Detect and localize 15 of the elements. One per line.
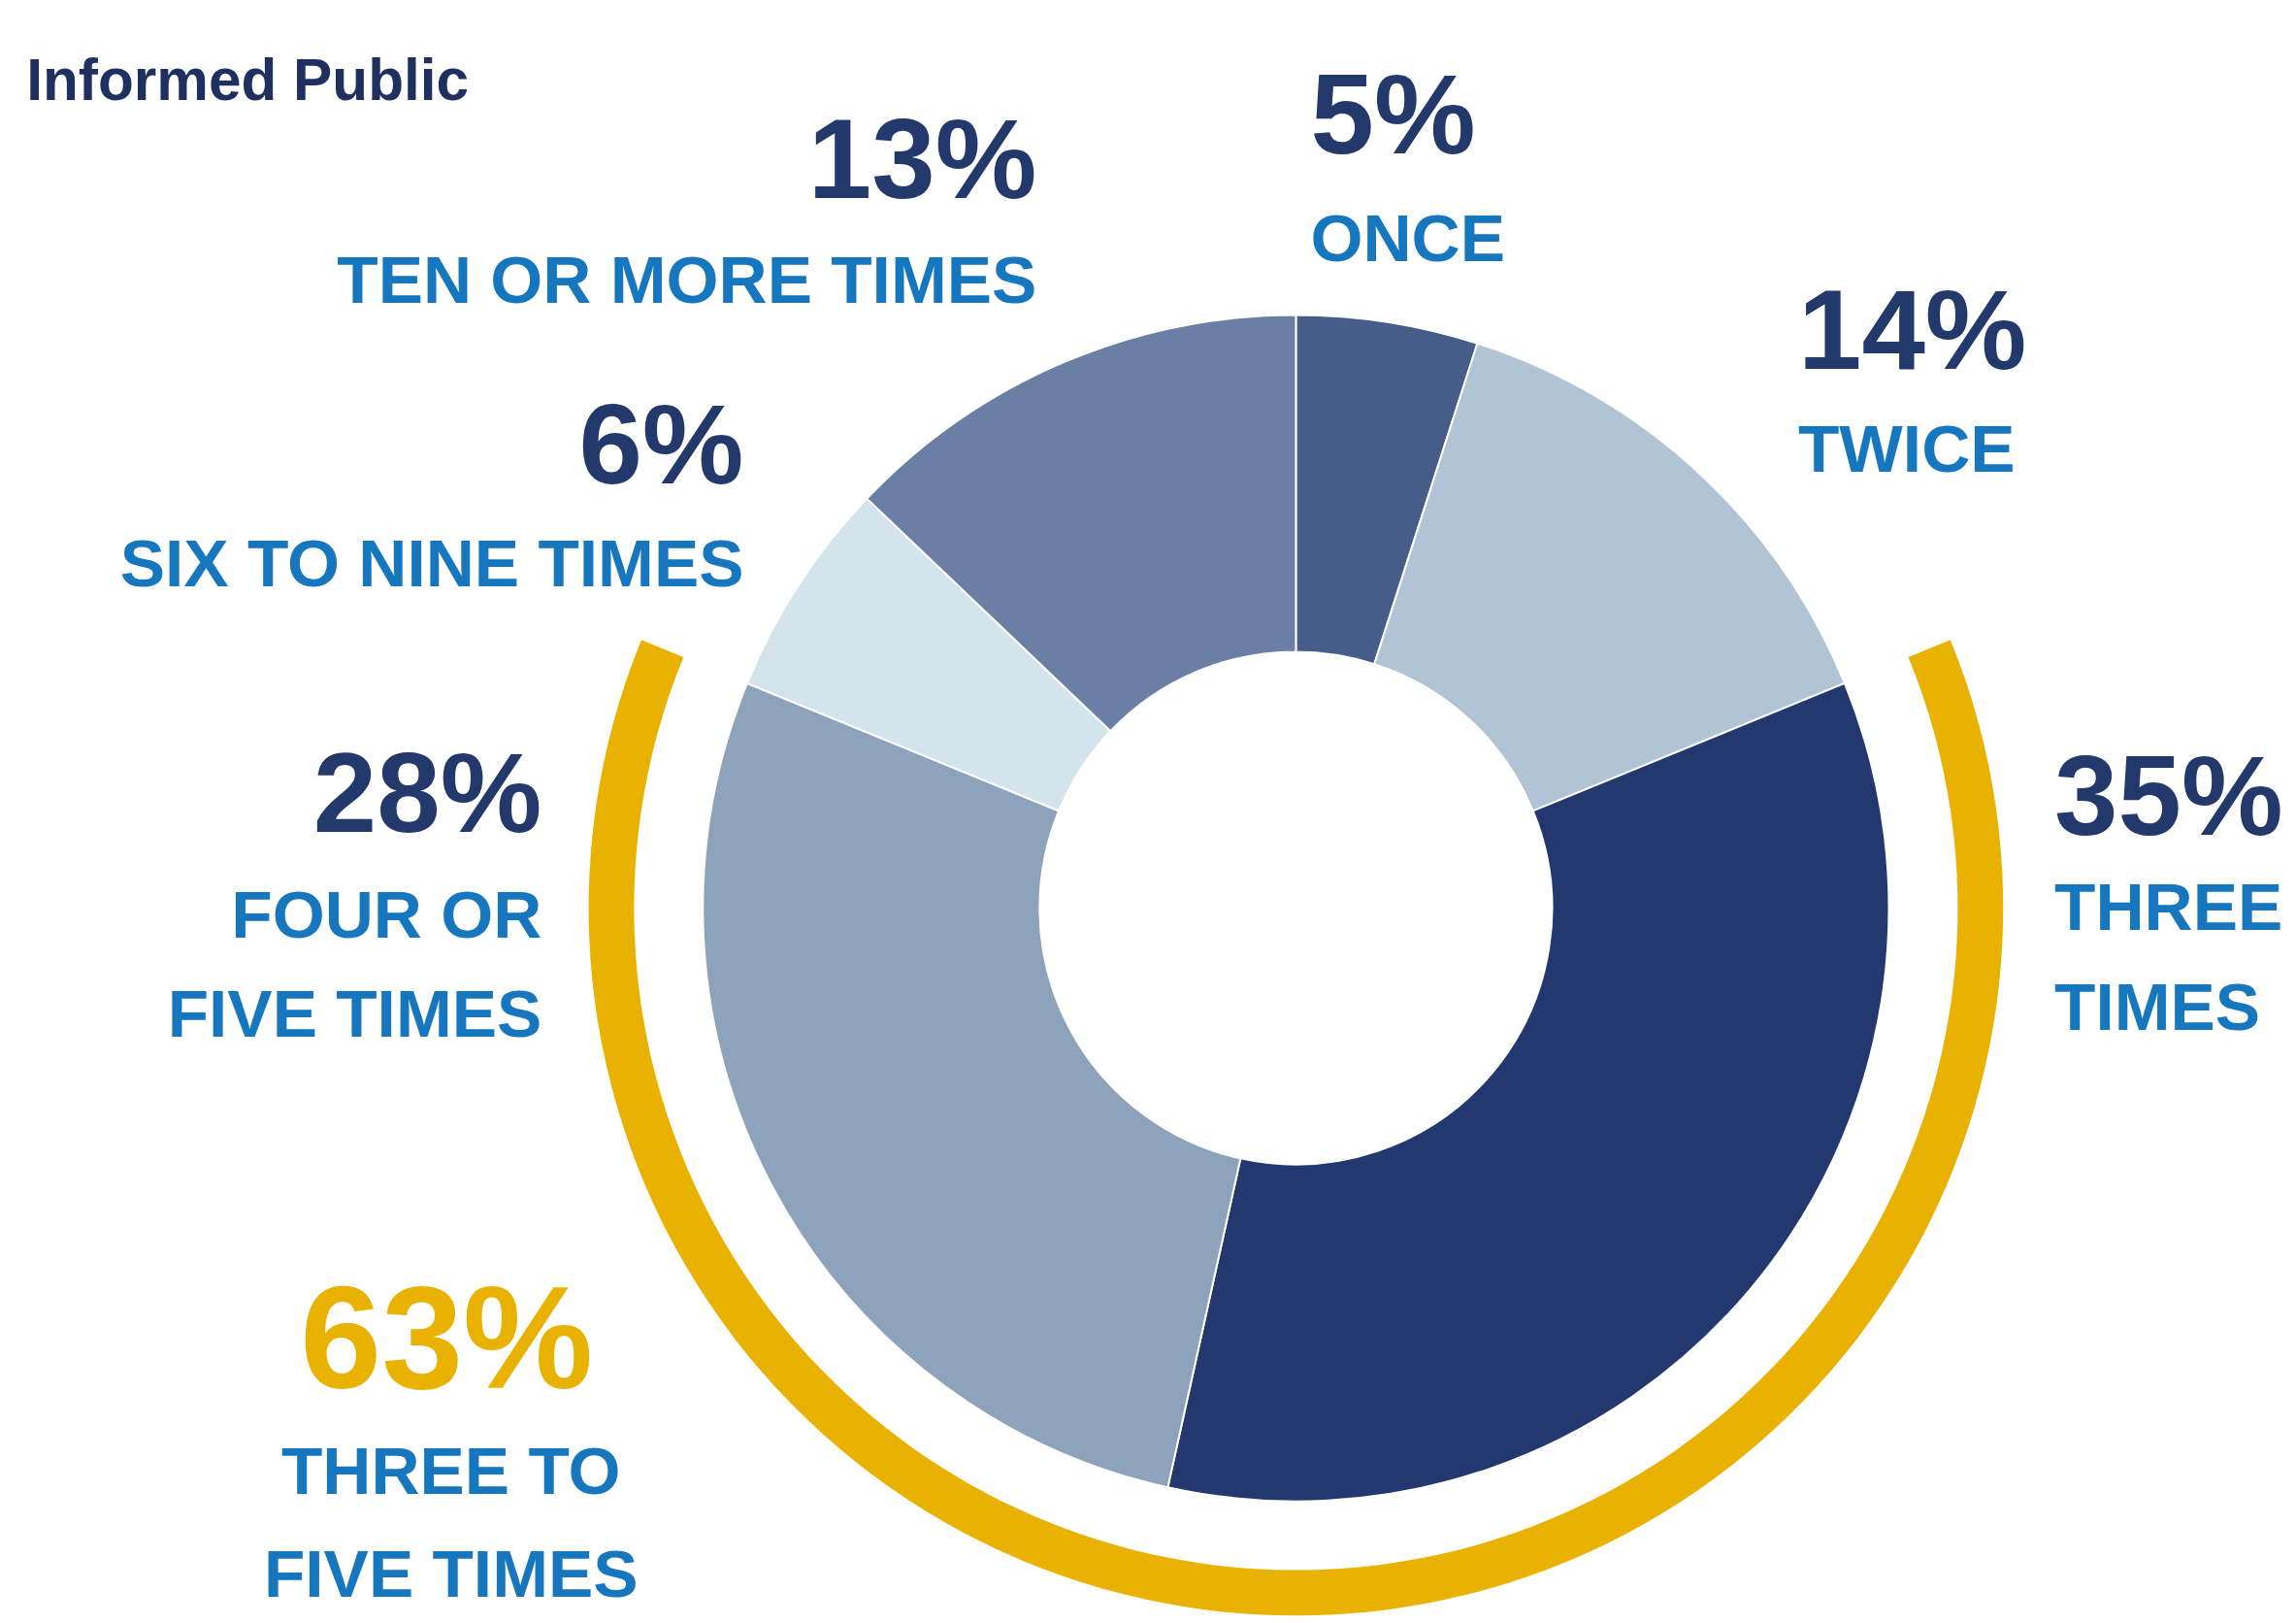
slice-label: FOUR OR FIVE TIMES xyxy=(167,876,542,1052)
text: THREE TO FIVE TIMES xyxy=(263,1433,639,1611)
data-label: 5% xyxy=(1310,50,1476,179)
chart-title: Informed Public xyxy=(26,46,470,113)
text: 63% xyxy=(300,1255,594,1420)
data-label: 6% xyxy=(578,379,744,508)
slice-label: ONCE xyxy=(1310,199,1506,276)
slice-label: SIX TO NINE TIMES xyxy=(119,524,744,601)
data-label: 28% xyxy=(312,728,542,857)
slice-label: TWICE xyxy=(1797,410,2016,486)
slice-label: THREE TIMES xyxy=(2054,869,2283,1044)
data-label: 35% xyxy=(2054,731,2283,860)
slice-label: TEN OR MORE TIMES xyxy=(337,242,1037,318)
data-label: 13% xyxy=(807,93,1037,222)
data-label: 14% xyxy=(1797,265,2027,394)
